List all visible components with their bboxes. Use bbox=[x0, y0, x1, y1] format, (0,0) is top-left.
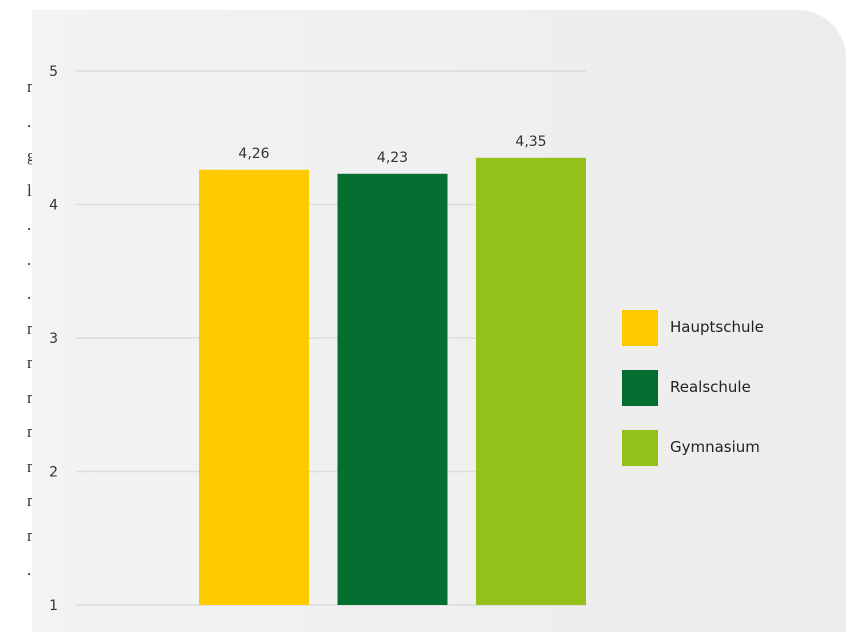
y-tick-label: 1 bbox=[49, 598, 58, 614]
legend-swatch-hauptschule bbox=[622, 310, 658, 346]
side-text-char: l bbox=[27, 180, 32, 200]
bar-value-label: 4,26 bbox=[238, 146, 269, 162]
y-tick-label: 4 bbox=[49, 198, 58, 214]
legend-label-realschule: Realschule bbox=[670, 378, 751, 396]
legend-label-hauptschule: Hauptschule bbox=[670, 318, 764, 336]
side-text-char: n bbox=[27, 320, 40, 337]
side-text-char: n bbox=[27, 527, 40, 544]
bar bbox=[199, 169, 309, 606]
side-text-char: . bbox=[27, 560, 32, 579]
side-text-char: . bbox=[27, 284, 32, 303]
side-text-char: n bbox=[27, 354, 40, 371]
bar-value-label: 4,35 bbox=[515, 134, 546, 150]
y-tick-label: 3 bbox=[49, 331, 58, 347]
legend-swatch-realschule bbox=[622, 370, 658, 406]
side-text-char: . bbox=[27, 215, 32, 234]
legend-swatch-gymnasium bbox=[622, 430, 658, 466]
side-text-char: g bbox=[27, 147, 40, 164]
y-tick-label: 5 bbox=[49, 64, 58, 80]
side-text-char: n bbox=[27, 458, 40, 475]
side-text-char: n bbox=[27, 423, 40, 440]
legend-label-gymnasium: Gymnasium bbox=[670, 438, 760, 456]
bar-value-label: 4,23 bbox=[377, 150, 408, 166]
side-text-char: n bbox=[27, 389, 40, 406]
bar bbox=[337, 173, 448, 606]
bar bbox=[476, 157, 586, 605]
side-text-char: . bbox=[27, 249, 32, 269]
side-text-char: . bbox=[27, 111, 32, 131]
clipped-side-text: n.gl...nnnnnnn. bbox=[0, 0, 40, 632]
y-tick-label: 2 bbox=[49, 465, 58, 481]
side-text-char: n bbox=[27, 492, 40, 509]
side-text-char: n bbox=[27, 78, 40, 95]
